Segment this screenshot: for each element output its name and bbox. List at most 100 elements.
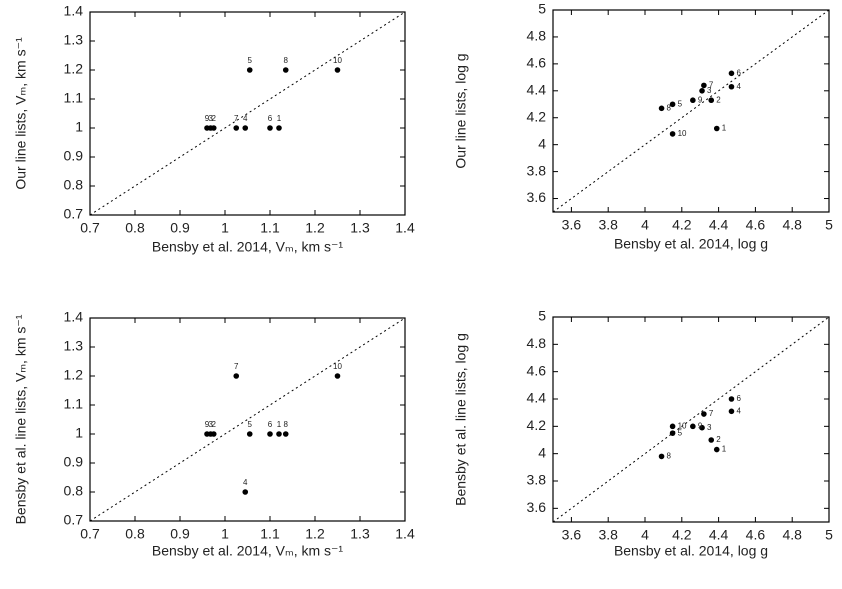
plot-frame [552,316,830,523]
point [242,125,249,131]
identity-line [89,11,406,216]
y-tick-label: 4.2 [527,108,547,124]
point [669,131,676,137]
point [267,431,273,437]
point-label: 10 [333,362,342,371]
x-axis-label: Bensby et al. 2014, log g [614,543,768,559]
x-tick-label: 1.2 [305,220,325,236]
point-label: 3 [208,420,213,429]
point [713,446,720,453]
point-label: 4 [243,478,248,487]
x-tick-label: 0.7 [80,220,100,236]
point-label: 4 [736,406,741,415]
point [204,125,210,131]
point [701,82,707,89]
point-label: 5 [678,99,683,108]
point [233,125,240,131]
point-label: 2 [212,114,217,123]
point-label: 9 [698,421,703,430]
point [708,97,715,104]
point-label: 4 [736,82,741,91]
y-tick-label: 4.8 [527,28,547,44]
y-tick-label: 4.6 [527,55,547,71]
point-label: 10 [678,421,687,430]
x-tick-label: 0.8 [125,220,145,236]
x-tick-label: 1.4 [395,220,415,236]
y-tick-label: 5 [538,1,546,17]
point [242,489,249,495]
x-tick-label: 1.2 [305,526,325,542]
identity-line [552,316,830,523]
point [204,431,210,437]
point [267,125,273,131]
point-label: 3 [208,114,213,123]
x-tick-label: 3.8 [598,527,618,543]
y-tick-label: 4.2 [527,417,547,433]
y-axis-label: Bensby et al. line lists, log g [453,333,469,506]
point [699,88,705,94]
y-tick-label: 4 [538,135,546,151]
point [669,430,676,436]
point-label: 9 [205,420,210,429]
y-tick-label: 4.8 [527,335,547,351]
point [282,67,289,73]
point [282,431,289,437]
y-tick-label: 1.4 [64,309,84,325]
point [728,396,735,402]
point-label: 6 [736,68,741,77]
x-tick-label: 0.7 [80,526,100,542]
point [701,411,707,417]
x-tick-label: 4.8 [782,527,802,543]
x-tick-label: 0.9 [170,220,190,236]
y-tick-label: 1.3 [64,32,84,48]
point [699,424,705,431]
x-tick-label: 4 [641,527,649,543]
plot-frame [552,9,830,213]
x-tick-label: 1.4 [395,526,415,542]
x-tick-label: 0.9 [170,526,190,542]
x-tick-label: 4 [641,217,649,233]
x-tick-label: 3.6 [562,527,582,543]
y-axis-label: Our line lists, Vₘ, km s⁻¹ [13,37,29,190]
y-tick-label: 4.6 [527,362,547,378]
point-label: 8 [667,452,672,461]
y-tick-label: 3.8 [527,162,547,178]
point-label: 1 [277,420,282,429]
x-axis-label: Bensby et al. 2014, log g [614,236,768,252]
x-axis-label: Bensby et al. 2014, Vₘ, km s⁻¹ [152,239,344,255]
point-label: 2 [716,95,721,104]
point [690,97,696,104]
x-tick-label: 1 [221,220,229,236]
x-tick-label: 4.6 [746,217,766,233]
point-label: 4 [243,114,248,123]
point [728,83,735,90]
x-tick-label: 5 [825,527,833,543]
y-tick-label: 4.4 [527,390,547,406]
point [658,453,665,460]
identity-line [552,9,830,213]
point-label: 2 [716,435,721,444]
point [233,373,240,379]
point-label: 5 [248,420,253,429]
point-label: 1 [277,114,282,123]
y-tick-label: 0.9 [64,148,84,164]
y-tick-label: 4 [538,444,546,460]
point-label: 8 [284,420,289,429]
point-label: 10 [333,56,342,65]
point [708,437,715,443]
y-tick-label: 1.1 [64,90,84,106]
y-tick-label: 3.6 [527,189,547,205]
point-label: 5 [678,428,683,437]
point [690,423,696,430]
y-tick-label: 1 [75,425,83,441]
x-tick-label: 5 [825,217,833,233]
point-label: 6 [268,114,273,123]
point-label: 10 [678,129,687,138]
point-label: 7 [234,362,239,371]
point-label: 3 [707,423,712,432]
y-tick-label: 1.3 [64,338,84,354]
point [334,67,341,73]
point [728,70,735,77]
plot-frame [89,11,406,216]
point-label: 8 [284,56,289,65]
